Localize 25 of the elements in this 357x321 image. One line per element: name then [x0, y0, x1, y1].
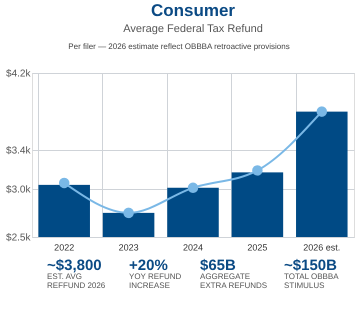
point — [316, 106, 328, 117]
point — [123, 208, 134, 218]
chart-subtitle: Average Federal Tax Refund — [123, 23, 263, 35]
y-tick-label: $3.4k — [6, 146, 32, 157]
x-tick-label: 2022 — [54, 242, 74, 252]
text: ~$150B — [284, 257, 338, 274]
text: $65B — [200, 257, 236, 274]
y-tick-label: $2.5k — [6, 232, 32, 244]
text: TOTAL OBBBA STIMULUS — [284, 272, 340, 290]
text: EST. AVG REFFUND 2026 — [47, 272, 106, 290]
y-tick-label: $3.0k — [6, 184, 32, 196]
text: ~$3,800 — [47, 257, 102, 274]
y-tick-label: $4.2k — [6, 68, 32, 80]
point — [252, 165, 263, 176]
point — [58, 178, 70, 188]
text: AGGREGATE EXTRA REFUNDS — [200, 272, 268, 290]
x-tick-label: 2024 — [182, 242, 204, 252]
chart-title: Consumer — [150, 1, 236, 20]
text: +20% — [129, 257, 168, 274]
x-tick-label: 2026 est. — [303, 242, 340, 252]
text: Per filer — 2026 estimate reflect OBBBA retroactive provisions — [68, 42, 290, 51]
x-tick-label: 2023 — [118, 242, 139, 252]
text: YOY REFUND INCREASE — [129, 272, 182, 290]
x-tick-label: 2025 — [247, 242, 268, 252]
point — [188, 182, 198, 194]
